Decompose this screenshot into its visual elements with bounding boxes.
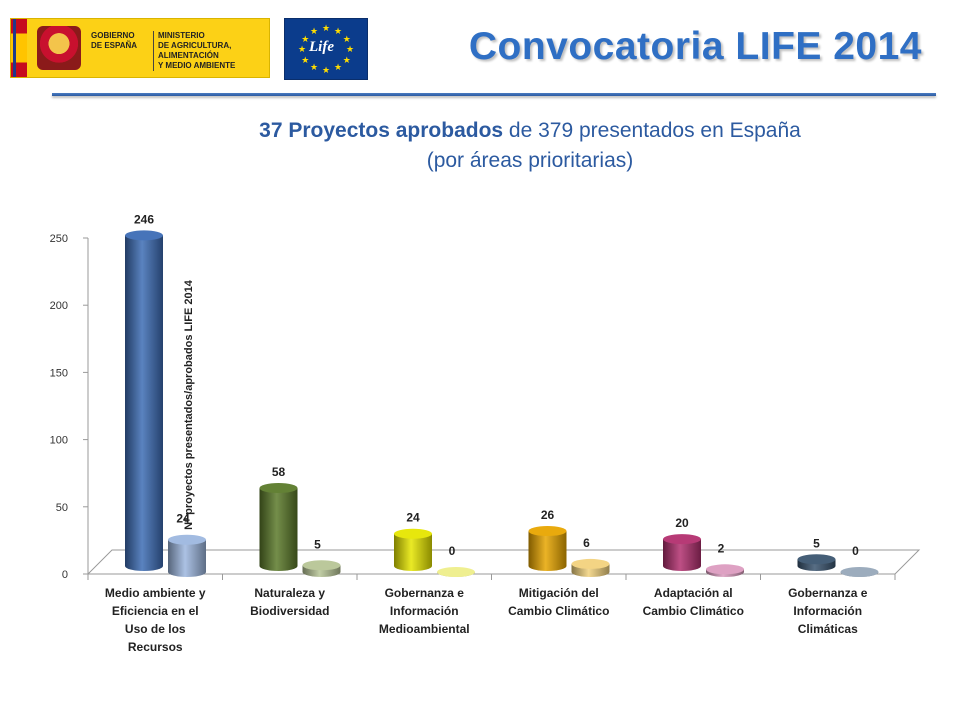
data-label: 24 (406, 511, 420, 525)
x-tick-label: Gobernanza e Información Climáticas (788, 586, 868, 636)
chart-subtitle: 37 Proyectos aprobados de 379 presentado… (160, 116, 900, 176)
y-tick-label: 0 (62, 569, 68, 581)
eu-star-icon: ★ (310, 62, 319, 73)
bar-top (302, 560, 341, 571)
x-tick-label: Naturaleza y Biodiversidad (250, 586, 330, 618)
bar-top (125, 230, 163, 241)
eu-star-icon: ★ (301, 33, 310, 44)
data-label: 2 (718, 541, 725, 555)
bar-top (528, 526, 567, 537)
x-tick-label: Gobernanza e Información Medioambiental (378, 586, 470, 636)
y-axis-label: Nº proyectos presentados/aprobados LIFE … (183, 280, 195, 530)
data-label: 58 (272, 465, 286, 479)
chart-floor (86, 549, 921, 575)
eu-life-logo: ★ ★ ★ ★ ★ ★ ★ ★ ★ ★ ★ ★ Life (284, 18, 368, 80)
x-tick-label: Adaptación al Cambio Climático (642, 586, 744, 618)
bar-body (663, 539, 701, 571)
y-tick-label: 50 (56, 502, 68, 514)
page-title: Convocatoria LIFE 2014 (468, 25, 922, 68)
y-tick-label: 200 (50, 300, 68, 312)
subtitle-rest: de 379 presentados en España (503, 119, 801, 142)
data-label: 0 (852, 544, 859, 558)
eu-star-icon: ★ (334, 25, 343, 36)
spain-flag-icon (11, 19, 27, 77)
bar-body (259, 488, 298, 571)
bar-top (797, 554, 836, 565)
eu-star-icon: ★ (322, 65, 331, 75)
data-label: 5 (813, 536, 820, 550)
bar-body (528, 531, 567, 571)
data-label: 0 (449, 544, 456, 558)
bar-top (437, 567, 475, 577)
data-label: 24 (176, 512, 190, 526)
data-label: 246 (134, 212, 154, 226)
bar-top (168, 534, 206, 545)
life-logo-text: Life (309, 39, 334, 55)
y-tick-label: 250 (50, 233, 68, 245)
y-tick-label: 100 (50, 435, 68, 447)
data-label: 5 (314, 537, 321, 551)
x-tick-label: Mitigación del Cambio Climático (508, 586, 610, 618)
bar-body (125, 235, 163, 571)
subtitle-bold: 37 Proyectos aprobados (259, 119, 504, 142)
eu-star-icon: ★ (342, 54, 351, 65)
bar-top (394, 528, 432, 539)
gobierno-logo: GOBIERNO DE ESPAÑA MINISTERIO DE AGRICUL… (10, 18, 270, 78)
eu-star-icon: ★ (298, 44, 307, 54)
bar-top (840, 567, 879, 577)
bar-body (168, 539, 206, 577)
bar-top (259, 483, 298, 494)
eu-star-icon: ★ (322, 23, 331, 33)
ministerio-logo-text: MINISTERIO DE AGRICULTURA, ALIMENTACIÓN … (153, 31, 274, 71)
eu-star-icon: ★ (342, 33, 351, 44)
data-label: 6 (583, 536, 590, 550)
bar-top (706, 564, 744, 575)
data-label: 20 (675, 516, 689, 530)
coat-of-arms-icon (37, 26, 81, 70)
bar-body (394, 533, 432, 571)
y-tick-label: 150 (50, 367, 68, 379)
eu-star-icon: ★ (310, 25, 319, 36)
eu-star-icon: ★ (334, 62, 343, 73)
data-label: 26 (541, 508, 555, 522)
header-divider (52, 93, 936, 96)
eu-star-icon: ★ (346, 44, 355, 54)
bar-top (663, 534, 701, 545)
eu-stars-icon: ★ ★ ★ ★ ★ ★ ★ ★ ★ ★ ★ ★ (297, 23, 355, 75)
eu-star-icon: ★ (301, 54, 310, 65)
bar-top (571, 558, 610, 569)
gobierno-logo-text: GOBIERNO DE ESPAÑA (91, 31, 138, 50)
subtitle-line2: (por áreas prioritarias) (426, 149, 634, 172)
x-tick-label: Medio ambiente y Eficiencia en el Uso de… (104, 586, 206, 654)
